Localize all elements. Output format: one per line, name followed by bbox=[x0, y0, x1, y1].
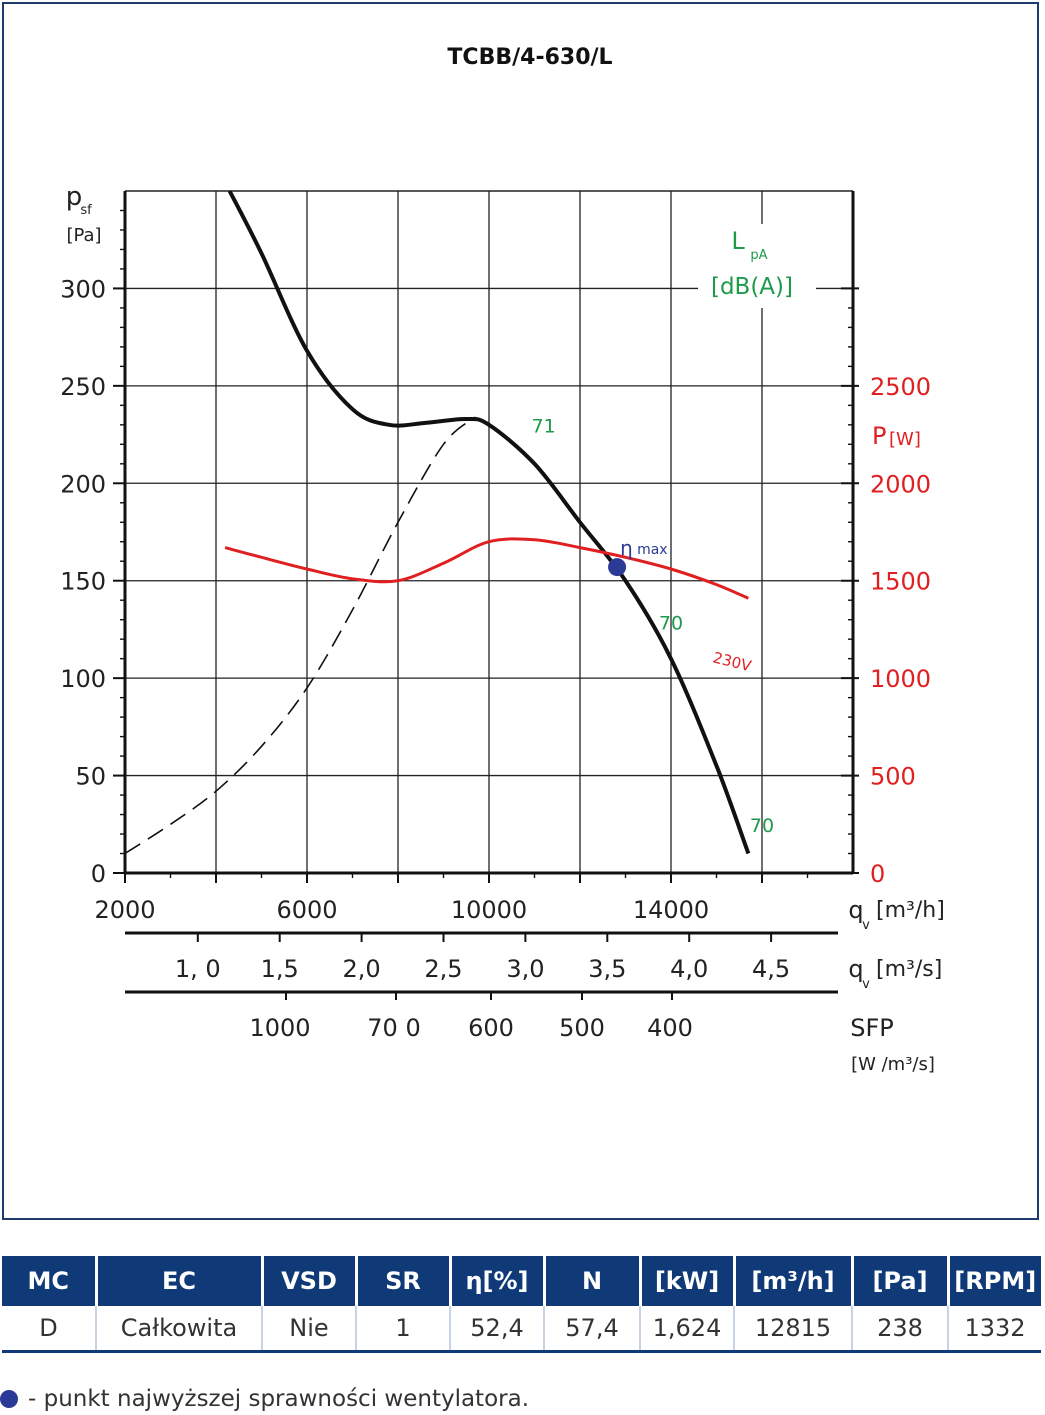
cell-mc: D bbox=[2, 1306, 97, 1353]
x2-tick-label: 2,0 bbox=[343, 955, 381, 983]
y-right-tick-label: 2000 bbox=[870, 470, 931, 498]
eta-max-point bbox=[608, 558, 627, 577]
header-n: N bbox=[544, 1256, 642, 1306]
cell-efficiency: 52,4 bbox=[450, 1306, 545, 1353]
noise-axis-label-sub: pA bbox=[750, 248, 767, 263]
header-efficiency: η[%] bbox=[450, 1256, 546, 1306]
y-tick-label: 300 bbox=[60, 275, 106, 303]
header-ec: EC bbox=[96, 1256, 264, 1306]
power-series-label: 230V bbox=[711, 648, 754, 675]
cell-n: 57,4 bbox=[544, 1306, 641, 1353]
cell-pressure: 238 bbox=[852, 1306, 949, 1353]
x2-axis-label-sub: v bbox=[862, 977, 870, 992]
legend-note-text: - punkt najwyższej sprawności wentylator… bbox=[28, 1386, 530, 1412]
x2-tick-label: 4,5 bbox=[752, 955, 790, 983]
header-vsd: VSD bbox=[262, 1256, 358, 1306]
header-flow: [m³/h] bbox=[734, 1256, 854, 1306]
y-right-tick-label: 2500 bbox=[870, 373, 931, 401]
x3-tick-label: 600 bbox=[468, 1014, 514, 1042]
chart-title: TCBB/4-630/L bbox=[447, 45, 612, 70]
noise-axis-label: L bbox=[731, 227, 745, 255]
y-right-tick-label: 0 bbox=[870, 860, 885, 888]
y-tick-label: 0 bbox=[91, 860, 106, 888]
noise-label-box bbox=[698, 224, 816, 308]
x-tick-label: 10000 bbox=[451, 896, 527, 924]
x-tick-label: 6000 bbox=[276, 896, 337, 924]
y-axis-unit: [Pa] bbox=[66, 225, 101, 246]
noise-value-label: 71 bbox=[532, 416, 556, 438]
pressure-curve bbox=[227, 190, 751, 855]
y-tick-label: 200 bbox=[60, 470, 106, 498]
power-curve bbox=[224, 537, 749, 600]
x3-axis-label: SFP bbox=[850, 1014, 894, 1042]
y-right-axis-unit: [W] bbox=[889, 429, 921, 450]
y-axis-label-sub: sf bbox=[80, 203, 92, 218]
noise-value-label: 70 bbox=[659, 612, 683, 634]
cell-flow: 12815 bbox=[734, 1306, 853, 1353]
y-tick-label: 100 bbox=[60, 665, 106, 693]
x-tick-label: 2000 bbox=[94, 896, 155, 924]
header-rpm: [RPM] bbox=[948, 1256, 1041, 1306]
cell-rpm: 1332 bbox=[948, 1306, 1041, 1353]
y-tick-label: 250 bbox=[60, 373, 106, 401]
x3-axis-unit: [W /m³/s] bbox=[851, 1054, 935, 1075]
chart-frame bbox=[2, 2, 1039, 1220]
eta-max-marker-icon bbox=[0, 1390, 18, 1408]
x3-tick-label: 500 bbox=[559, 1014, 605, 1042]
x3-tick-label: 1000 bbox=[249, 1014, 310, 1042]
y-tick-label: 150 bbox=[60, 568, 106, 596]
y-right-tick-label: 500 bbox=[870, 763, 916, 791]
x-tick-label: 14000 bbox=[633, 896, 709, 924]
noise-axis-unit: [dB(A)] bbox=[711, 274, 793, 300]
eta-max-label: η bbox=[620, 536, 633, 560]
cell-vsd: Nie bbox=[262, 1306, 357, 1353]
eta-max-label-sub: max bbox=[637, 542, 668, 558]
x2-axis-unit: [m³/s] bbox=[876, 957, 942, 982]
spec-table: MC EC VSD SR η[%] N [kW] [m³/h] [Pa] [RP… bbox=[2, 1256, 1041, 1353]
x2-tick-label: 4,0 bbox=[670, 955, 708, 983]
x-axis-unit: [m³/h] bbox=[876, 898, 945, 923]
header-kw: [kW] bbox=[640, 1256, 736, 1306]
x2-tick-label: 2,5 bbox=[424, 955, 462, 983]
spec-table-header: MC EC VSD SR η[%] N [kW] [m³/h] [Pa] [RP… bbox=[2, 1256, 1041, 1306]
x2-tick-label: 1, 0 bbox=[175, 955, 221, 983]
x2-tick-label: 3,5 bbox=[588, 955, 626, 983]
system-curve bbox=[124, 416, 476, 855]
x2-tick-label: 1,5 bbox=[261, 955, 299, 983]
y-axis-label: p bbox=[66, 182, 83, 212]
header-sr: SR bbox=[356, 1256, 452, 1306]
y-right-axis-label: P bbox=[872, 422, 886, 450]
x2-tick-label: 3,0 bbox=[506, 955, 544, 983]
x-axis-label: q bbox=[848, 896, 863, 924]
x3-tick-label: 70 0 bbox=[367, 1014, 420, 1042]
fan-performance-chart: TCBB/4-630/L 0 50 100 150 200 250 300 psf [Pa] 0 50… bbox=[60, 45, 945, 1075]
header-pressure: [Pa] bbox=[852, 1256, 950, 1306]
noise-value-label: 70 bbox=[750, 815, 774, 837]
table-row: D Całkowita Nie 1 52,4 57,4 1,624 12815 … bbox=[2, 1306, 1041, 1353]
y-right-tick-label: 1000 bbox=[870, 665, 931, 693]
cell-sr: 1 bbox=[356, 1306, 451, 1353]
cell-kw: 1,624 bbox=[640, 1306, 735, 1353]
y-tick-label: 50 bbox=[75, 763, 106, 791]
cell-ec: Całkowita bbox=[96, 1306, 263, 1353]
x3-tick-label: 400 bbox=[647, 1014, 693, 1042]
x-axis-label-sub: v bbox=[862, 918, 870, 933]
legend-note: - punkt najwyższej sprawności wentylator… bbox=[0, 1384, 529, 1414]
header-mc: MC bbox=[2, 1256, 98, 1306]
y-right-tick-label: 1500 bbox=[870, 568, 931, 596]
x2-axis-label: q bbox=[848, 955, 863, 983]
